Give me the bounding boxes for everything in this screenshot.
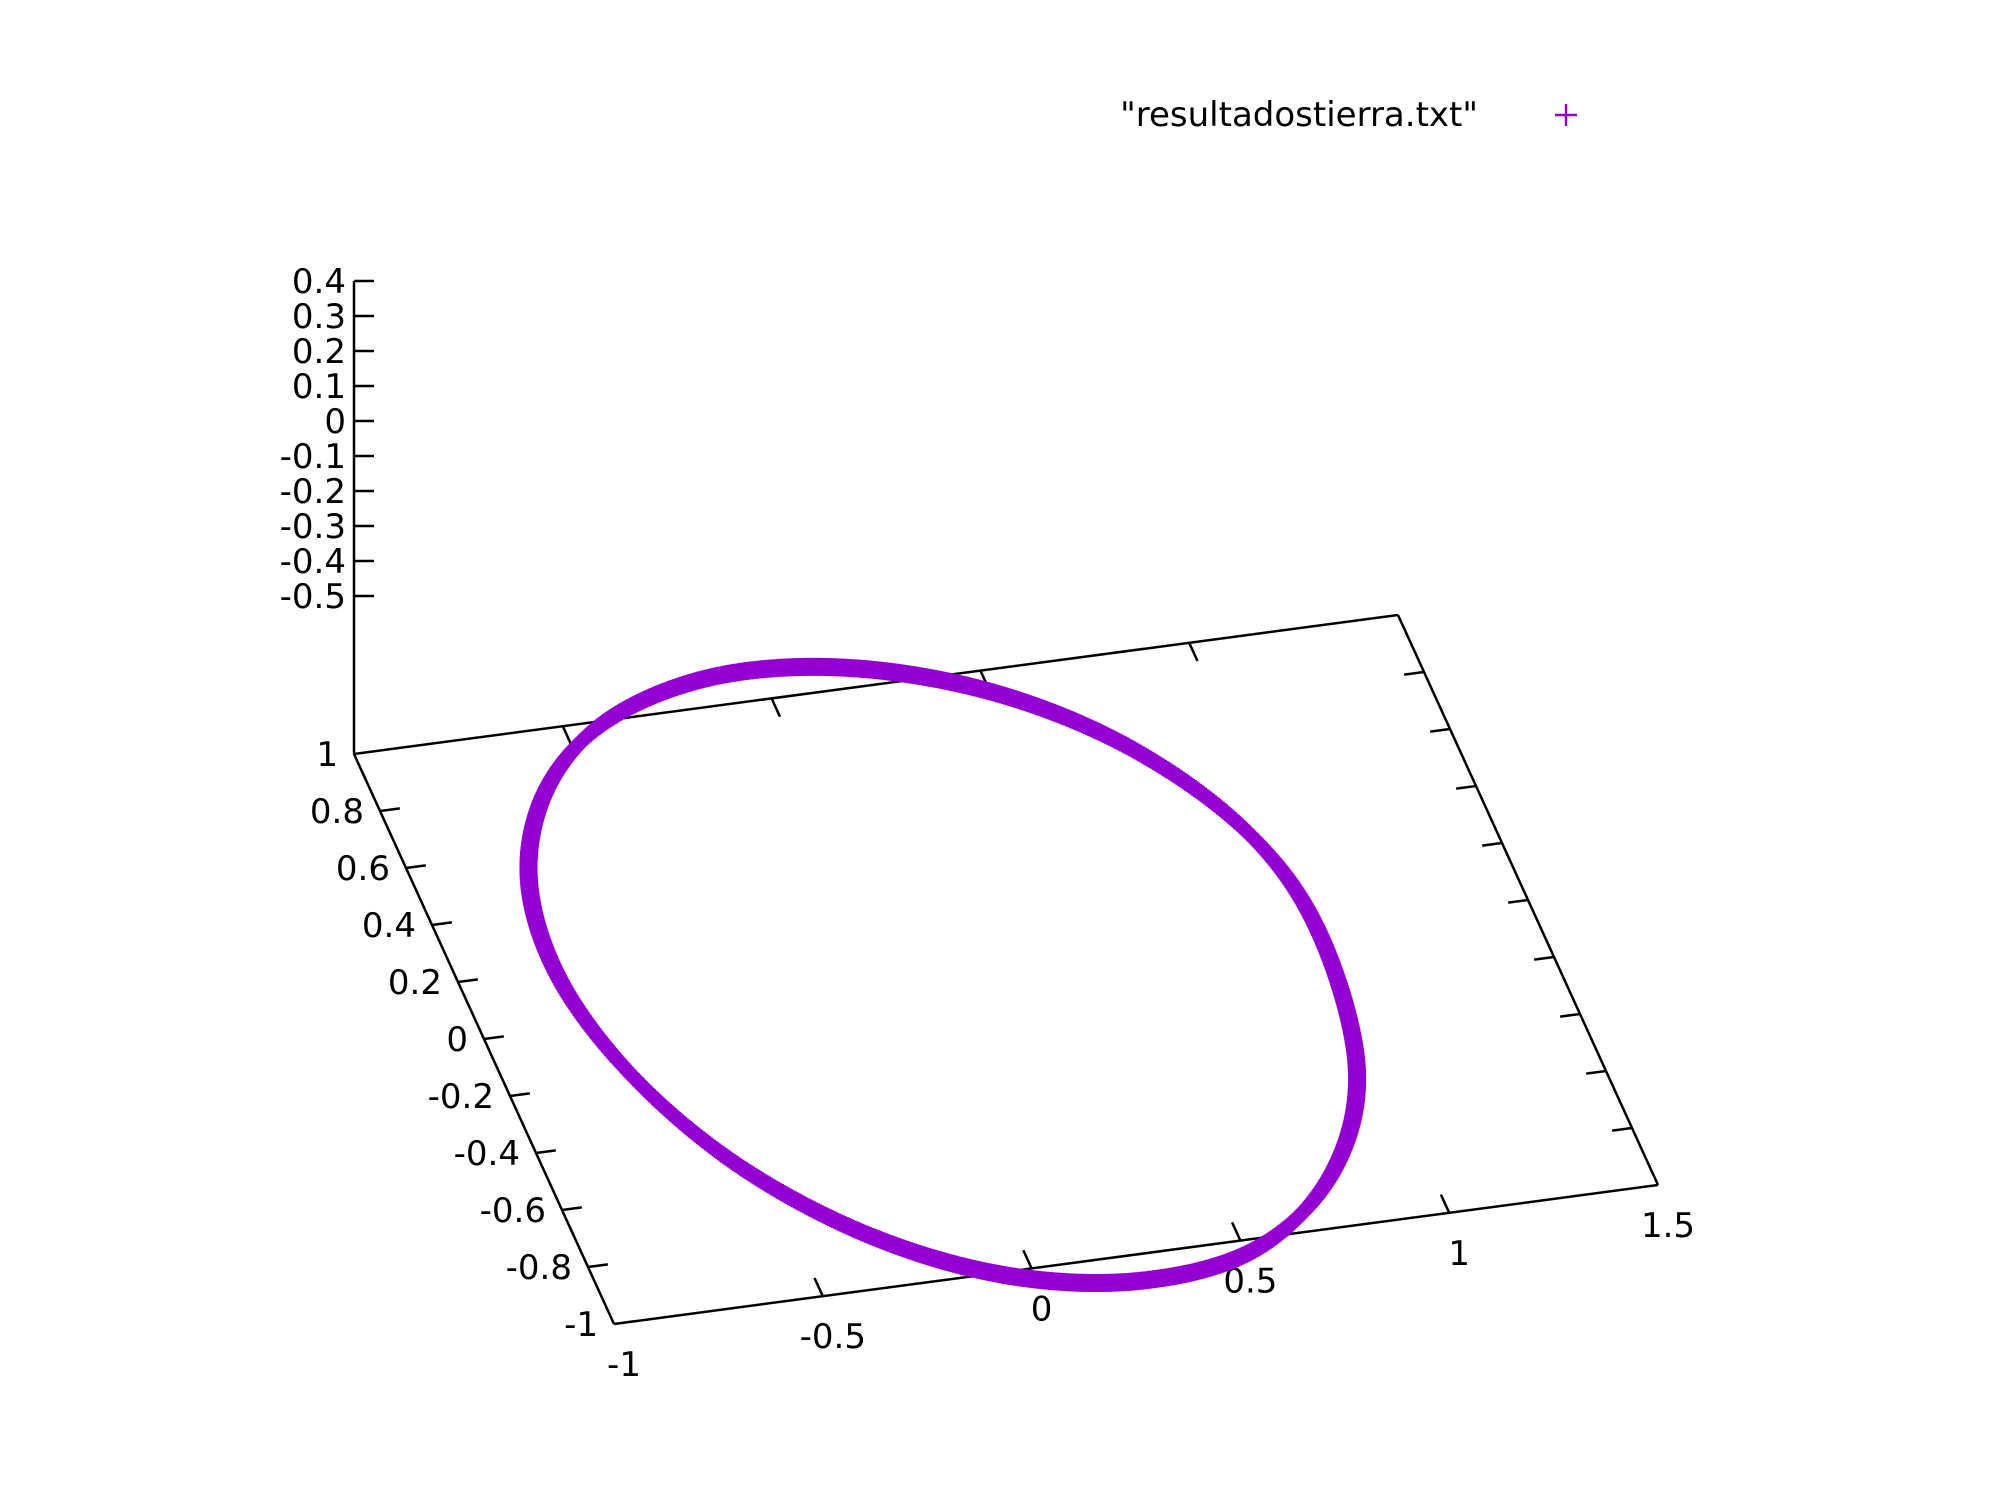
x-tick-mark [1022, 1249, 1033, 1269]
y-tick-mark [405, 864, 426, 870]
legend-marker-plus [1555, 104, 1577, 126]
legend: "resultadostierra.txt" [1120, 95, 1577, 135]
x-tick-mark [1439, 1194, 1451, 1214]
x-tick-mark-back [561, 725, 573, 745]
y-tick-mark-right [1586, 1069, 1607, 1075]
z-tick-label: 0.1 [292, 367, 346, 407]
y-tick-mark [431, 921, 452, 927]
z-tick-label: 0.4 [292, 262, 346, 302]
y-tick-mark-right [1482, 841, 1503, 847]
x-tick-label: 1 [1448, 1234, 1470, 1274]
x-tick-label: -1 [607, 1345, 641, 1385]
y-tick-mark-right [1534, 955, 1555, 961]
series-resultadostierra [519, 657, 1367, 1293]
x-tick-label: 1.5 [1641, 1206, 1695, 1246]
z-tick-label: 0.2 [292, 332, 346, 372]
y-tick-label: 0 [446, 1020, 468, 1060]
z-tick-label: -0.3 [280, 507, 346, 547]
y-tick-mark-right [1612, 1126, 1633, 1132]
z-tick-label: -0.5 [280, 577, 346, 617]
x-tick-mark-back [1188, 642, 1199, 662]
x-tick-label: -0.5 [800, 1317, 866, 1357]
y-tick-mark-right [1404, 670, 1425, 676]
y-tick-mark [483, 1035, 504, 1041]
y-tick-mark [379, 807, 400, 813]
x-tick-mark [1230, 1221, 1242, 1242]
z-tick-label: -0.4 [280, 542, 346, 582]
z-axis: -0.5-0.4-0.3-0.2-0.100.10.20.30.4 [280, 262, 374, 754]
y-tick-mark [509, 1092, 530, 1098]
z-tick-label: -0.1 [280, 437, 346, 477]
y-tick-mark [457, 978, 478, 984]
y-tick-mark-right [1560, 1012, 1581, 1018]
y-tick-label: 1 [316, 735, 338, 775]
x-tick-mark-back [770, 697, 782, 718]
x-tick-label: 0 [1031, 1289, 1053, 1329]
y-tick-mark [535, 1149, 556, 1155]
y-tick-label: -1 [564, 1305, 598, 1345]
y-tick-label: 0.8 [310, 792, 364, 832]
y-tick-label: -0.8 [506, 1248, 572, 1288]
y-tick-mark [561, 1206, 582, 1212]
y-tick-mark-right [1430, 727, 1451, 733]
y-tick-mark [587, 1263, 608, 1269]
y-tick-label: -0.2 [428, 1077, 494, 1117]
legend-label: "resultadostierra.txt" [1120, 95, 1478, 135]
z-tick-label: -0.2 [280, 472, 346, 512]
y-tick-label: -0.4 [454, 1134, 520, 1174]
y-axis: -1-0.8-0.6-0.4-0.200.20.40.60.81 [310, 670, 1633, 1345]
y-tick-mark-right [1456, 784, 1477, 790]
y-tick-label: 0.2 [388, 963, 442, 1003]
y-tick-label: -0.6 [480, 1191, 546, 1231]
base-frame [352, 613, 1660, 1326]
x-tick-mark [813, 1277, 824, 1297]
base-edge-front [613, 1183, 1659, 1326]
data-point [1310, 925, 1329, 944]
y-tick-label: 0.6 [336, 849, 390, 889]
y-tick-label: 0.4 [362, 906, 416, 946]
z-tick-label: 0 [324, 402, 346, 442]
z-tick-label: 0.3 [292, 297, 346, 337]
base-edge-back [353, 613, 1399, 756]
y-tick-mark-right [1508, 898, 1529, 904]
